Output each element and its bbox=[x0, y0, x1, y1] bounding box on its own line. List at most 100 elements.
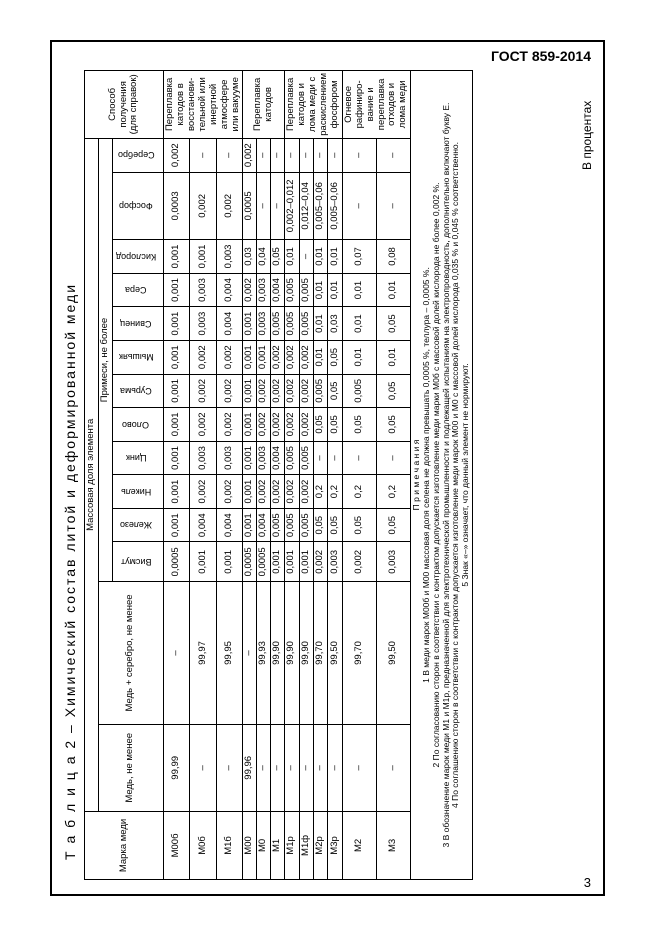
cell-val: 0,003 bbox=[257, 307, 271, 341]
cell-val: 0,05 bbox=[328, 374, 342, 408]
cell-val: 0,002 bbox=[190, 475, 216, 509]
cell-val: 0,05 bbox=[377, 508, 411, 542]
cell-cuag: – bbox=[243, 582, 257, 724]
cell-val: 0,0005 bbox=[257, 542, 271, 582]
cell-method: Огневое рафиниро­вание и переплавка отхо… bbox=[342, 71, 411, 139]
cell-val: 0,002 bbox=[299, 340, 313, 374]
percent-caption: В процентах bbox=[580, 101, 594, 170]
cell-val: – bbox=[216, 138, 242, 172]
cell-val: 0,05 bbox=[377, 408, 411, 442]
cell-val: 0,005 bbox=[342, 374, 376, 408]
cell-val: 0,005 bbox=[313, 374, 327, 408]
cell-val: – bbox=[313, 441, 327, 475]
cell-val: 0,003 bbox=[216, 240, 242, 274]
cell-val: 0,001 bbox=[243, 508, 257, 542]
table-row: М3–99,500,0030,050,2–0,050,050,010,050,0… bbox=[377, 71, 411, 880]
cell-val: 0,005 bbox=[285, 441, 299, 475]
cell-val: 0,002 bbox=[285, 408, 299, 442]
cell-val: 0,002 bbox=[216, 374, 242, 408]
cell-val: 0,03 bbox=[328, 307, 342, 341]
cell-val: 0,001 bbox=[163, 374, 189, 408]
cell-cuag: 99,70 bbox=[313, 582, 327, 724]
cell-val: 0,002 bbox=[243, 273, 257, 307]
h-sb: Сурьма bbox=[118, 386, 154, 396]
cell-val: 0,05 bbox=[377, 374, 411, 408]
cell-marka: М3р bbox=[328, 811, 342, 879]
cell-val: 0,001 bbox=[243, 340, 257, 374]
cell-marka: М2 bbox=[342, 811, 376, 879]
col-marka: Марка меди bbox=[85, 811, 164, 879]
cell-cuag: 99,50 bbox=[377, 582, 411, 724]
cell-val: 0,001 bbox=[243, 475, 257, 509]
h-zn: Цинк bbox=[124, 453, 149, 463]
cell-cuag: 99,93 bbox=[257, 582, 271, 724]
cell-val: – bbox=[190, 138, 216, 172]
cell-val: 0,001 bbox=[243, 374, 257, 408]
cell-val: 0,002 bbox=[285, 374, 299, 408]
h-pb: Свинец bbox=[118, 318, 153, 328]
cell-val: 0,03 bbox=[243, 240, 257, 274]
table-row: М2р–99,700,0020,050,2–0,050,0050,010,010… bbox=[313, 71, 327, 880]
cell-val: 0,001 bbox=[163, 441, 189, 475]
cell-marka: М1б bbox=[216, 811, 242, 879]
h-sn: Олово bbox=[120, 419, 151, 429]
table-row: М0б–99,970,0010,0040,0020,0030,0020,0020… bbox=[190, 71, 216, 880]
cell-val: 0,005 bbox=[285, 307, 299, 341]
cell-val: 0,005 bbox=[271, 307, 285, 341]
cell-cuag: 99,50 bbox=[328, 582, 342, 724]
cell-val: – bbox=[285, 138, 299, 172]
cell-val: 0,004 bbox=[271, 273, 285, 307]
cell-val: 0,01 bbox=[328, 240, 342, 274]
cell-val: 0,005 bbox=[299, 273, 313, 307]
cell-cu: – bbox=[313, 724, 327, 811]
cell-method: Переплавка катодов bbox=[243, 71, 285, 139]
cell-val: – bbox=[377, 172, 411, 240]
table-row: М1р–99,900,0010,0050,0020,0050,0020,0020… bbox=[285, 71, 299, 880]
cell-cu: – bbox=[216, 724, 242, 811]
cell-val: 0,0005 bbox=[163, 542, 189, 582]
cell-method: Переплавка катодов в восстанови­тельной … bbox=[163, 71, 242, 139]
cell-val: 0,003 bbox=[190, 273, 216, 307]
cell-val: 0,003 bbox=[190, 307, 216, 341]
cell-val: 0,004 bbox=[216, 508, 242, 542]
table-caption: Т а б л и ц а 2 – Химический состав лито… bbox=[62, 283, 78, 860]
cell-val: 0,005 bbox=[285, 508, 299, 542]
cell-val: – bbox=[257, 172, 271, 240]
cell-cu: – bbox=[299, 724, 313, 811]
cell-val: 0,001 bbox=[163, 508, 189, 542]
h-ni: Никель bbox=[119, 486, 153, 496]
table-row: М1ф–99,900,0010,0050,0020,0050,0020,0020… bbox=[299, 71, 313, 880]
cell-val: 0,002 bbox=[285, 340, 299, 374]
cell-val: 0,005 bbox=[299, 441, 313, 475]
cell-val: – bbox=[271, 138, 285, 172]
table-row: М0–99,930,00050,0040,0020,0030,0020,0020… bbox=[257, 71, 271, 880]
cell-marka: М3 bbox=[377, 811, 411, 879]
cell-marka: М1ф bbox=[299, 811, 313, 879]
table-row: М1б–99,950,0010,0040,0020,0030,0020,0020… bbox=[216, 71, 242, 880]
cell-val: 0,08 bbox=[377, 240, 411, 274]
cell-val: – bbox=[342, 172, 376, 240]
cell-val: – bbox=[313, 138, 327, 172]
cell-val: 0,002 bbox=[299, 475, 313, 509]
cell-marka: М1р bbox=[285, 811, 299, 879]
table-row: М2–99,700,0020,050,2–0,050,0050,010,010,… bbox=[342, 71, 376, 880]
cell-val: 0,005 bbox=[285, 273, 299, 307]
cell-val: 0,001 bbox=[163, 475, 189, 509]
h-o: Кислород bbox=[114, 251, 158, 261]
cell-val: 0,05 bbox=[328, 508, 342, 542]
h-p: Фосфор bbox=[117, 201, 155, 211]
cell-val: 0,2 bbox=[313, 475, 327, 509]
cell-val: 0,005 bbox=[299, 508, 313, 542]
cell-val: 0,001 bbox=[163, 240, 189, 274]
cell-cuag: 99,90 bbox=[285, 582, 299, 724]
cell-cu: 99,99 bbox=[163, 724, 189, 811]
cell-val: 0,002 bbox=[271, 374, 285, 408]
cell-val: 0,002 bbox=[271, 340, 285, 374]
cell-val: 0,01 bbox=[313, 307, 327, 341]
table-row: М0099,96–0,00050,0010,0010,0010,0010,001… bbox=[243, 71, 257, 880]
cell-val: 0,002 bbox=[216, 408, 242, 442]
cell-val: 0,004 bbox=[271, 441, 285, 475]
cell-val: 0,01 bbox=[328, 273, 342, 307]
cell-val: 0,04 bbox=[257, 240, 271, 274]
cell-val: 0,012–0,04 bbox=[299, 172, 313, 240]
